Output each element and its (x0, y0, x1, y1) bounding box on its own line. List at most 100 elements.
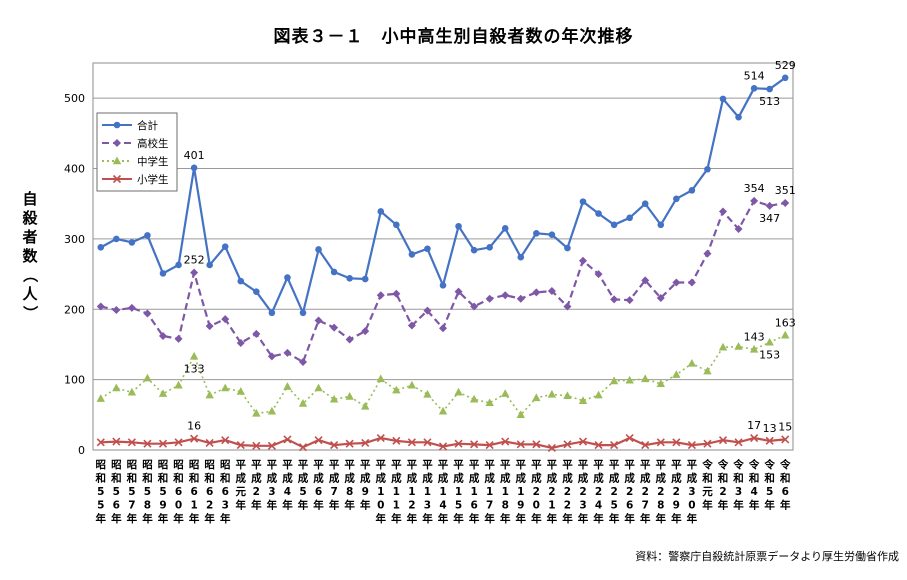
legend-label: 中学生 (137, 155, 169, 168)
x-tick-label: 平成2 8年 (656, 459, 667, 525)
x-tick-char: 7 (330, 486, 337, 498)
data-point (361, 438, 370, 448)
data-point (765, 436, 774, 445)
x-tick-char: 5 (455, 500, 462, 512)
x-tick-char: 8 (346, 486, 353, 498)
data-point (454, 287, 463, 296)
x-tick-label: 昭和6 1年 (188, 459, 200, 525)
x-tick-char: 年 (204, 512, 215, 525)
data-point (392, 385, 401, 394)
x-tick-char: 1 (439, 486, 446, 498)
x-tick-char: 成 (687, 472, 698, 485)
x-tick-char: 平 (422, 459, 433, 471)
data-point (470, 246, 478, 254)
y-axis-label-char: 数 (22, 247, 38, 265)
data-point (439, 324, 447, 333)
data-point (392, 436, 401, 445)
x-tick-label: 平成2 4年 (593, 459, 604, 525)
x-tick-char: 和 (110, 472, 122, 485)
data-point (315, 246, 322, 253)
data-label: 529 (775, 59, 796, 72)
y-tick-label: 100 (64, 374, 85, 387)
y-axis-label: 自殺者数 （ 人 ） (21, 190, 39, 321)
y-tick-label: 200 (64, 303, 85, 316)
x-tick-char: 1 (502, 486, 509, 498)
x-tick-char: 年 (142, 512, 153, 525)
x-tick-char: 年 (484, 512, 495, 525)
x-tick-char: 年 (733, 499, 744, 512)
legend-label: 合計 (137, 119, 158, 132)
data-point (703, 439, 712, 448)
data-point (267, 441, 276, 450)
data-point (673, 195, 680, 203)
x-tick-char: 昭 (111, 459, 122, 471)
data-point (112, 305, 121, 314)
x-tick-char: 3 (424, 500, 431, 512)
data-point (376, 433, 385, 443)
data-point (253, 288, 260, 295)
x-tick-char: 平 (516, 459, 527, 471)
x-tick-char: 年 (407, 512, 418, 525)
data-point (749, 344, 759, 353)
data-point (516, 440, 525, 449)
data-point (781, 330, 790, 339)
data-point (329, 394, 339, 403)
data-point (361, 327, 370, 336)
data-point (205, 438, 214, 448)
data-point (206, 261, 213, 269)
data-point (423, 389, 432, 398)
x-tick-char: 和 (157, 472, 169, 485)
x-tick-char: 和 (203, 472, 215, 485)
data-point (345, 439, 354, 448)
x-tick-char: 昭 (173, 459, 184, 471)
data-point (532, 393, 541, 402)
data-point (330, 441, 339, 450)
x-tick-char: 平 (593, 459, 604, 471)
data-label: 252 (184, 254, 205, 267)
x-tick-char: 年 (469, 512, 480, 525)
data-point (735, 113, 742, 121)
data-point (330, 323, 339, 332)
y-tick-label: 400 (64, 163, 85, 176)
x-tick-char: 3 (688, 486, 695, 498)
data-point (641, 441, 650, 450)
data-point (765, 337, 774, 346)
x-tick-char: 年 (158, 512, 169, 525)
x-tick-char: 平 (656, 459, 667, 471)
data-point (734, 342, 743, 350)
data-point (205, 322, 214, 331)
data-point (532, 288, 541, 297)
data-point (641, 276, 650, 285)
data-point (734, 438, 743, 447)
data-point (96, 394, 105, 402)
x-tick-char: 1 (486, 486, 493, 498)
x-tick-char: 平 (671, 459, 682, 471)
x-tick-char: 年 (500, 512, 511, 525)
data-point (377, 208, 385, 215)
legend-marker (112, 174, 122, 184)
data-point (485, 441, 494, 450)
x-tick-char: 平 (329, 459, 340, 471)
x-tick-char: 3 (735, 486, 742, 498)
data-point (345, 392, 354, 400)
x-tick-label: 平成1 7年 (484, 459, 495, 525)
x-tick-char: 4 (595, 500, 602, 512)
data-point (407, 321, 416, 330)
x-tick-char: 平 (624, 459, 635, 471)
x-tick-label: 平成2 9年 (671, 459, 682, 525)
data-point (454, 387, 463, 396)
x-tick-char: 6 (470, 500, 477, 512)
x-tick-label: 平成2 0年 (531, 459, 542, 525)
data-point (392, 289, 401, 298)
x-tick-char: 2 (253, 486, 260, 498)
data-point (563, 302, 572, 311)
data-point (579, 198, 587, 205)
x-tick-char: 成 (640, 472, 651, 485)
